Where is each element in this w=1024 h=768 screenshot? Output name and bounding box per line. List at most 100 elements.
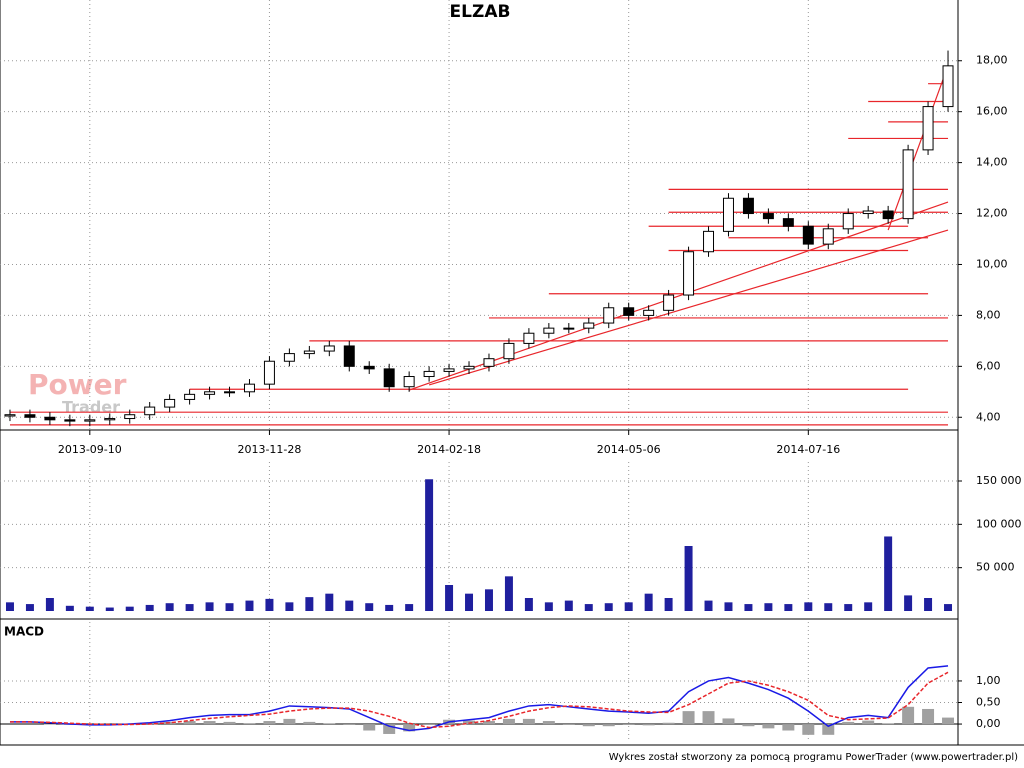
volume-bar: [345, 600, 354, 611]
candle-body: [243, 383, 255, 393]
candle-body: [204, 391, 216, 395]
trend-line: [408, 201, 949, 391]
trend-line: [887, 65, 949, 231]
histogram-bar: [842, 721, 855, 725]
candle-body: [902, 149, 914, 220]
volume-bar: [864, 602, 873, 611]
y-tick-label: 4,00: [976, 410, 1001, 423]
histogram-bar: [283, 718, 296, 725]
histogram-bar: [183, 721, 196, 725]
candle-body: [44, 416, 56, 421]
y-tick-label: 6,00: [976, 359, 1001, 372]
histogram-bar: [722, 718, 735, 725]
histogram-bar: [403, 724, 416, 732]
volume-bar: [484, 589, 493, 611]
candle-body: [463, 365, 475, 370]
histogram-bar: [522, 718, 535, 725]
candle-body: [583, 322, 595, 329]
candle-body: [703, 230, 715, 253]
y-tick-label: 0,50: [976, 696, 1001, 709]
candle-body: [64, 419, 76, 422]
candle-body: [842, 213, 854, 230]
volume-bar: [5, 602, 14, 611]
volume-bar: [405, 604, 414, 611]
macd-line: [9, 665, 949, 732]
candle-body: [184, 393, 196, 400]
candle-body: [323, 345, 335, 352]
candle-body: [563, 327, 575, 330]
volume-bar: [784, 604, 793, 611]
candle-body: [423, 370, 435, 378]
volume-bar: [924, 598, 933, 611]
x-tick-label: 2014-07-16: [776, 443, 840, 456]
candle-body: [922, 106, 934, 151]
y-tick-label: 14,00: [976, 156, 1008, 169]
volume-bar: [45, 598, 54, 611]
volume-bar: [125, 606, 134, 611]
candle-body: [722, 197, 734, 232]
volume-bar: [524, 598, 533, 611]
histogram-bar: [822, 724, 835, 735]
histogram-bar: [762, 724, 775, 729]
histogram-bar: [922, 708, 935, 725]
volume-bar: [704, 600, 713, 611]
volume-bar: [744, 604, 753, 611]
y-tick-label: 8,00: [976, 308, 1001, 321]
volume-bar: [105, 607, 114, 611]
histogram-bar: [782, 724, 795, 731]
volume-bar: [225, 603, 234, 611]
macd-line: [9, 671, 949, 729]
x-tick-label: 2013-11-28: [237, 443, 301, 456]
candle-body: [383, 368, 395, 388]
histogram-bar: [662, 722, 675, 725]
volume-bar: [684, 546, 693, 611]
histogram-bar: [582, 724, 595, 727]
histogram-bar: [303, 721, 316, 725]
volume-bar: [25, 604, 34, 611]
candle-body: [822, 228, 834, 245]
volume-bar: [724, 602, 733, 611]
candle-body: [403, 376, 415, 388]
candle-body: [782, 218, 794, 227]
histogram-bar: [862, 720, 875, 725]
histogram-bar: [902, 706, 915, 725]
histogram-bar: [682, 711, 695, 725]
histogram-bar: [802, 724, 815, 735]
histogram-bar: [942, 717, 955, 725]
volume-bar: [165, 603, 174, 611]
volume-bar: [544, 602, 553, 611]
y-tick-label: 18,00: [976, 54, 1008, 67]
volume-bar: [584, 604, 593, 611]
candle-body: [762, 213, 774, 220]
candle-body: [643, 309, 655, 316]
y-tick-label: 150 000: [976, 474, 1022, 487]
volume-bar: [465, 593, 474, 611]
histogram-bar: [363, 724, 376, 731]
histogram-bar: [343, 724, 356, 725]
candle-body: [303, 350, 315, 355]
volume-bar: [504, 576, 513, 611]
candle-body: [483, 358, 495, 367]
volume-bar: [445, 585, 454, 611]
volume-bar: [285, 602, 294, 611]
volume-bar: [824, 603, 833, 611]
candle-body: [363, 365, 375, 370]
volume-bar: [65, 605, 74, 611]
histogram-bar: [482, 721, 495, 725]
histogram-bar: [463, 720, 476, 725]
volume-bar: [245, 600, 254, 611]
volume-bar: [644, 593, 653, 611]
volume-bar: [425, 479, 434, 611]
candle-body: [742, 197, 754, 215]
histogram-bar: [742, 724, 755, 727]
volume-bar: [205, 602, 214, 611]
y-tick-label: 12,00: [976, 207, 1008, 220]
candle-body: [683, 251, 695, 296]
volume-bar: [884, 536, 893, 611]
volume-bar: [365, 603, 374, 611]
histogram-bar: [223, 721, 236, 725]
histogram-bar: [622, 724, 635, 725]
volume-bar: [904, 595, 913, 611]
